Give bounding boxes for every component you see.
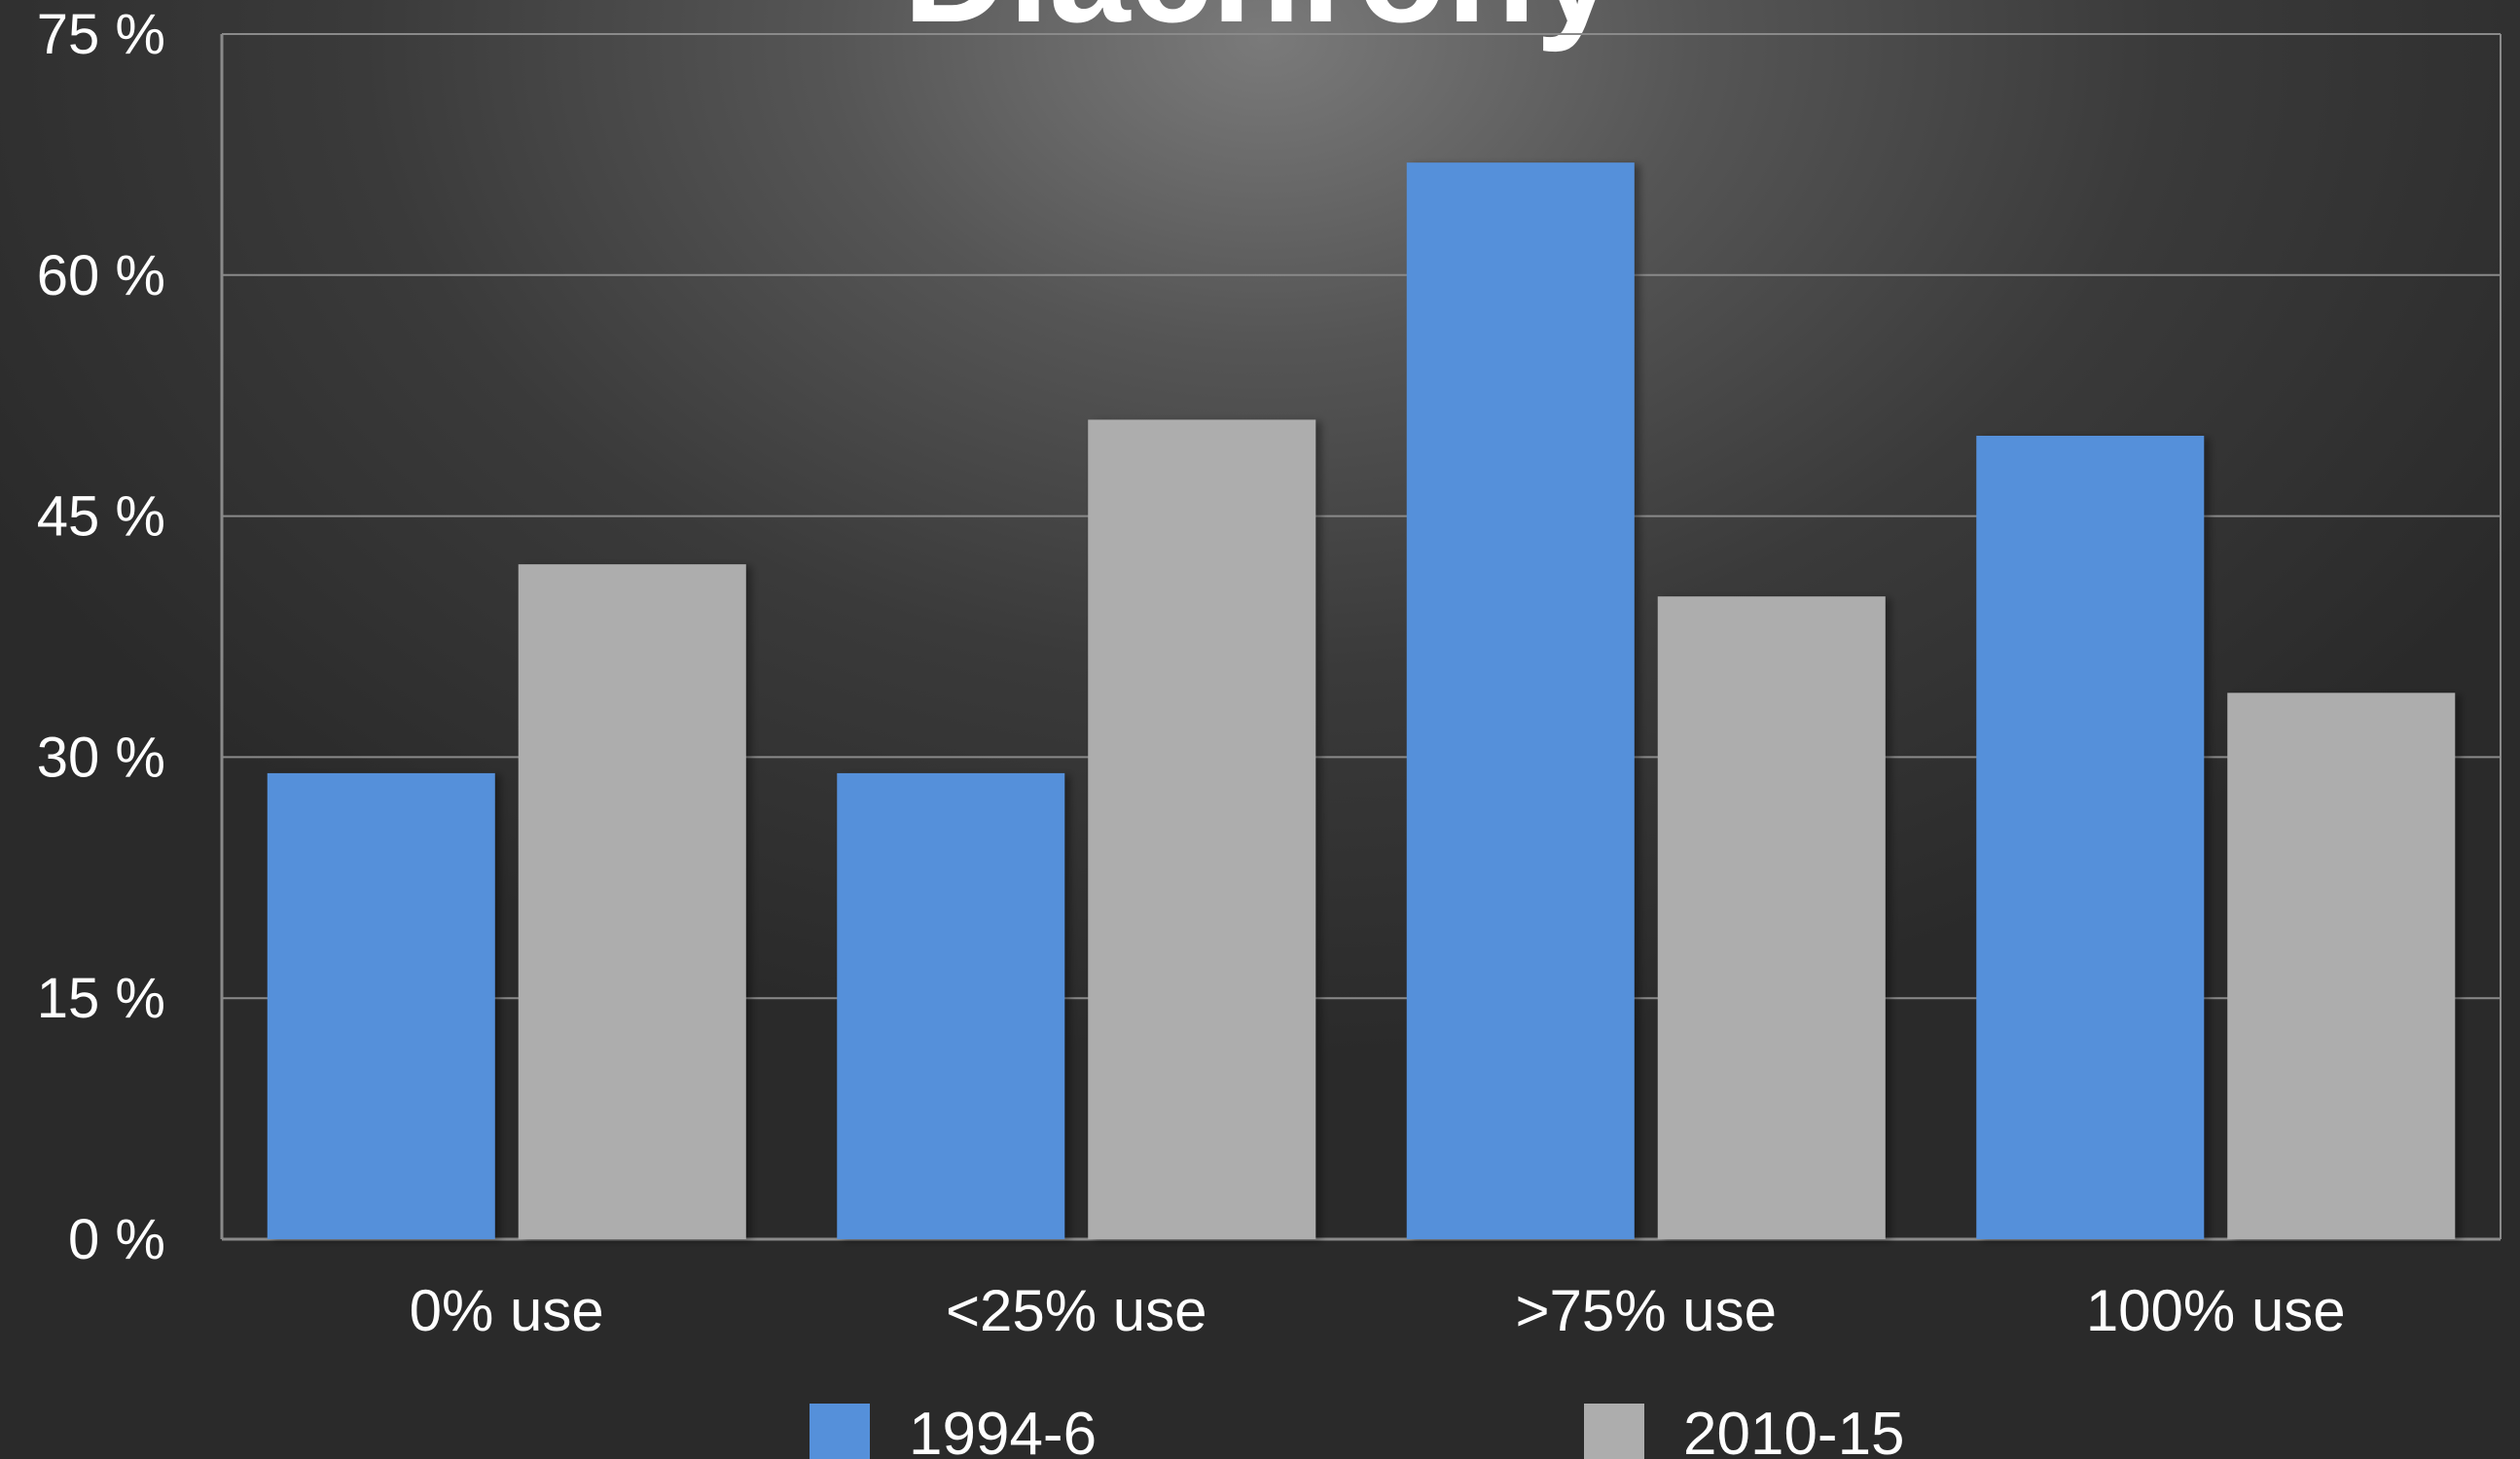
bar (1657, 596, 1886, 1239)
bar (1976, 436, 2205, 1239)
chart-title: Diachrony (903, 0, 1617, 53)
legend-swatch (810, 1404, 870, 1459)
x-tick-label: >75% use (1515, 1278, 1777, 1343)
legend-label: 2010-15 (1683, 1401, 1905, 1459)
y-tick-label: 75 % (37, 3, 165, 66)
bars (267, 162, 2456, 1240)
x-tick-label: 100% use (2086, 1278, 2346, 1343)
legend-label: 1994-6 (909, 1401, 1097, 1459)
y-tick-label: 15 % (37, 967, 165, 1030)
y-tick-label: 45 % (37, 485, 165, 549)
bar (1406, 162, 1635, 1239)
bar (267, 772, 495, 1239)
y-tick-label: 0 % (68, 1208, 165, 1271)
y-tick-label: 30 % (37, 726, 165, 789)
legend: 1994-6 2010-15 (810, 1401, 1905, 1459)
x-tick-label: 0% use (410, 1278, 604, 1343)
x-tick-label: <25% use (946, 1278, 1207, 1343)
y-axis-ticks: 0 % 15 % 30 % 45 % 60 % 75 % (37, 3, 165, 1271)
bar (1088, 419, 1316, 1240)
bar (518, 564, 746, 1239)
bar (2227, 693, 2456, 1239)
x-axis-labels: 0% use <25% use >75% use 100% use (410, 1278, 2346, 1343)
legend-swatch (1584, 1404, 1644, 1459)
y-tick-label: 60 % (37, 244, 165, 307)
bar (837, 772, 1065, 1239)
